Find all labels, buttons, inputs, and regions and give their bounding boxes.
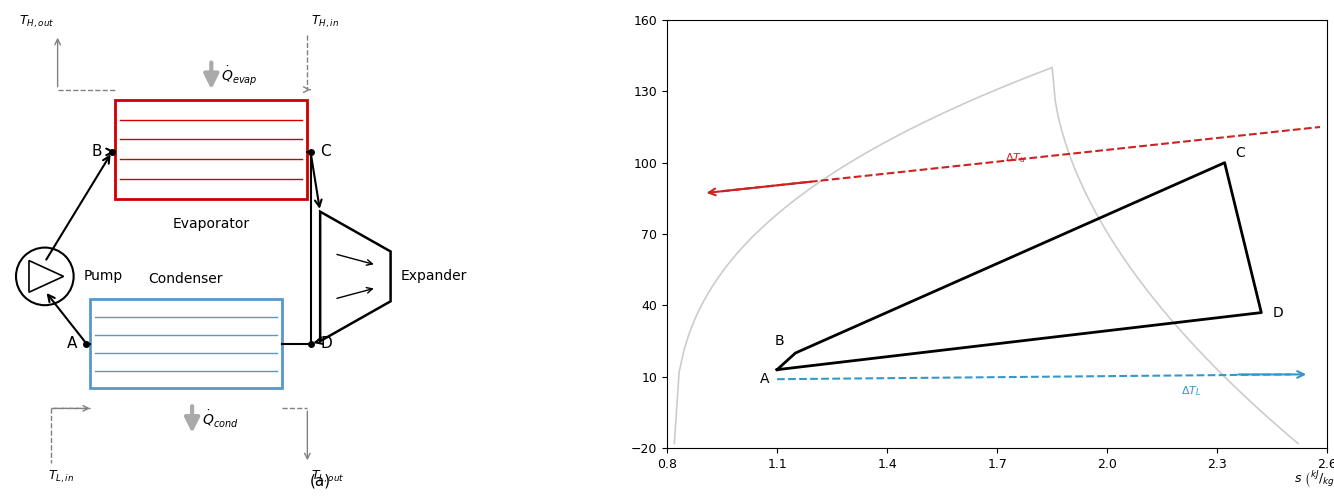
Bar <box>115 100 307 199</box>
Text: Condenser: Condenser <box>148 272 223 286</box>
Text: $\dot{Q}_{evap}$: $\dot{Q}_{evap}$ <box>221 64 257 88</box>
Text: Pump: Pump <box>83 269 123 283</box>
Text: $\dot{Q}_{cond}$: $\dot{Q}_{cond}$ <box>201 409 239 430</box>
Text: Evaporator: Evaporator <box>172 217 249 231</box>
Text: $T_{L,out}$: $T_{L,out}$ <box>311 468 344 485</box>
Text: B: B <box>92 144 103 159</box>
Text: $T\ (°C)$: $T\ (°C)$ <box>667 0 708 1</box>
Text: C: C <box>1235 146 1246 160</box>
Text: B: B <box>775 334 784 348</box>
Text: (a): (a) <box>309 473 331 488</box>
Text: $T_{H,out}$: $T_{H,out}$ <box>19 13 55 30</box>
Text: D: D <box>320 336 332 351</box>
Text: A: A <box>67 336 77 351</box>
Text: $\Delta T_u$: $\Delta T_u$ <box>1005 151 1026 165</box>
Text: A: A <box>760 372 770 386</box>
Bar <box>89 299 281 388</box>
Text: $T_{L,in}$: $T_{L,in}$ <box>48 468 75 485</box>
Text: $\Delta T_L$: $\Delta T_L$ <box>1181 384 1201 398</box>
Text: $s\ \left(^{kJ}/_{kgK}\right)$: $s\ \left(^{kJ}/_{kgK}\right)$ <box>1294 470 1334 490</box>
Text: Expander: Expander <box>400 269 467 283</box>
Text: $T_{H,in}$: $T_{H,in}$ <box>311 13 339 30</box>
Text: D: D <box>1273 306 1283 320</box>
Text: C: C <box>320 144 331 159</box>
